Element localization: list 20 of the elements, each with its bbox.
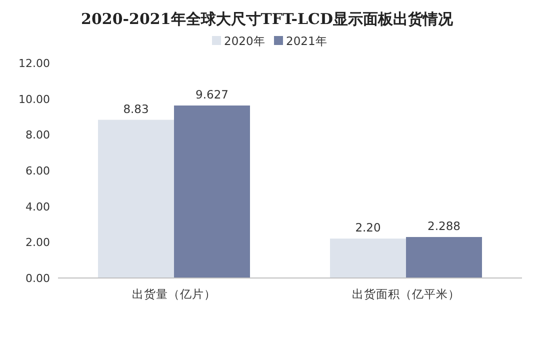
y-tick-label: 10.00 <box>18 92 50 106</box>
bar <box>330 238 406 278</box>
bar <box>406 237 482 278</box>
y-tick-label: 8.00 <box>26 128 50 142</box>
y-tick-label: 6.00 <box>26 164 50 178</box>
data-label: 2.20 <box>355 220 381 235</box>
x-tick-label: 出货面积（亿平米） <box>352 287 460 301</box>
chart-title: 2020-2021年全球大尺寸TFT-LCD显示面板出货情况 <box>81 10 454 28</box>
bar <box>98 120 174 278</box>
data-label: 8.83 <box>123 102 149 116</box>
x-tick-label: 出货量（亿片） <box>132 287 216 301</box>
y-tick-label: 4.00 <box>26 200 50 214</box>
legend-label: 2021年 <box>286 34 328 48</box>
data-label: 2.288 <box>428 219 460 234</box>
y-tick-label: 12.00 <box>18 57 50 70</box>
bar <box>174 106 250 278</box>
legend-label: 2020年 <box>224 34 266 48</box>
y-tick-label: 2.00 <box>26 236 50 250</box>
y-tick-label: 0.00 <box>26 272 50 285</box>
data-label: 9.627 <box>196 88 228 102</box>
